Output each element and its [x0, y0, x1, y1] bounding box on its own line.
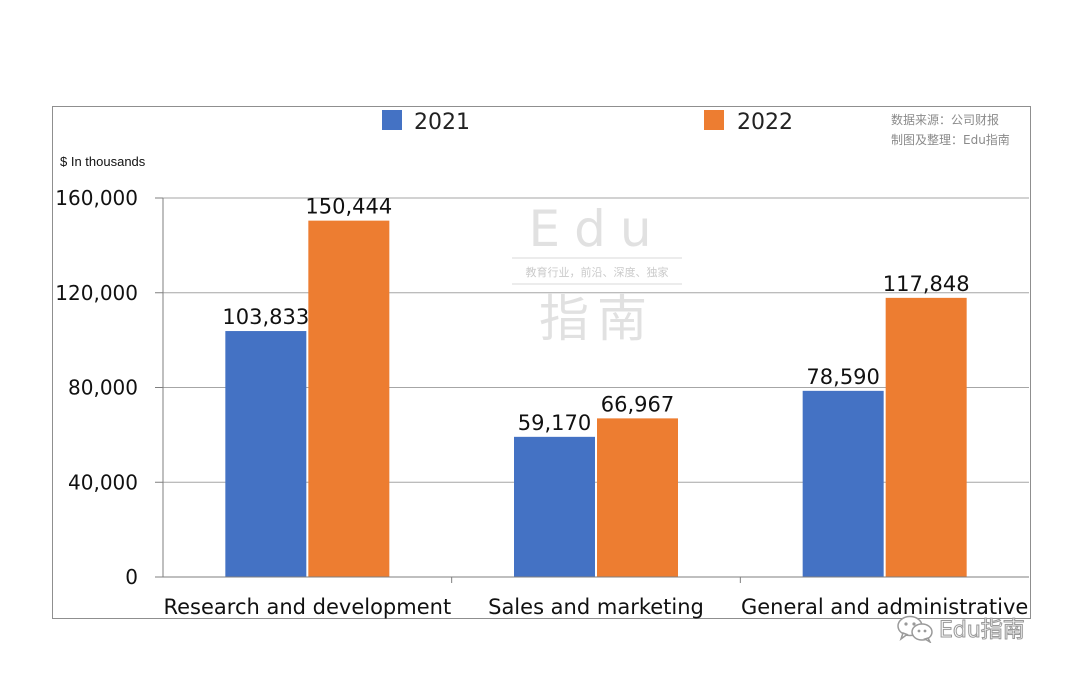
y-tick-label: 40,000 [68, 470, 138, 494]
source-note: 数据来源：公司财报 制图及整理：Edu指南 [891, 112, 1010, 147]
watermark-latin: Edu [528, 200, 665, 258]
legend-label-2021: 2021 [414, 110, 470, 135]
bars [225, 220, 967, 577]
legend-label-2022: 2022 [737, 110, 793, 135]
data-label-2022-1: 150,444 [305, 195, 392, 219]
wechat-badge: Edu指南 [895, 612, 1025, 644]
unit-label: $ In thousands [60, 154, 146, 169]
bar-2021-2 [514, 436, 595, 577]
bar-2021-3 [802, 390, 884, 577]
y-tick-label: 0 [125, 565, 138, 589]
source-line-2: 制图及整理：Edu指南 [891, 132, 1010, 147]
data-label-2021-3: 78,590 [806, 365, 879, 389]
data-label-2022-3: 117,848 [883, 272, 970, 296]
category-label: General and administrative [741, 595, 1028, 619]
watermark-cjk: 指南 [539, 290, 655, 348]
wechat-icon [897, 615, 933, 643]
data-label-2021-1: 103,833 [222, 305, 309, 329]
category-label: Sales and marketing [488, 595, 704, 619]
legend: 2021 2022 [382, 110, 793, 135]
wechat-badge-text: Edu指南 [939, 618, 1026, 644]
watermark-tagline: 教育行业，前沿、深度、独家 [526, 265, 669, 279]
data-label-2022-2: 66,967 [601, 392, 674, 416]
category-label: Research and development [163, 595, 451, 619]
bar-2022-1 [308, 220, 390, 577]
data-labels: 103,833 150,444 59,170 66,967 78,590 117,848 [222, 195, 969, 435]
watermark: Edu 教育行业，前沿、深度、独家 指南 [512, 200, 682, 348]
axes: 0 40,000 80,000 120,000 160,000 Research and … [55, 186, 1029, 619]
legend-swatch-2021 [382, 110, 402, 130]
gridlines [163, 197, 1029, 483]
chart-frame [52, 106, 1031, 619]
y-tick-label: 120,000 [55, 281, 138, 305]
bar-2021-1 [225, 331, 307, 577]
bar-2022-2 [597, 418, 678, 577]
bar-2022-3 [885, 297, 967, 577]
source-line-1: 数据来源：公司财报 [891, 112, 999, 127]
y-tick-label: 80,000 [68, 376, 138, 400]
data-label-2021-2: 59,170 [518, 411, 591, 435]
legend-swatch-2022 [704, 110, 724, 130]
y-tick-label: 160,000 [55, 186, 138, 210]
